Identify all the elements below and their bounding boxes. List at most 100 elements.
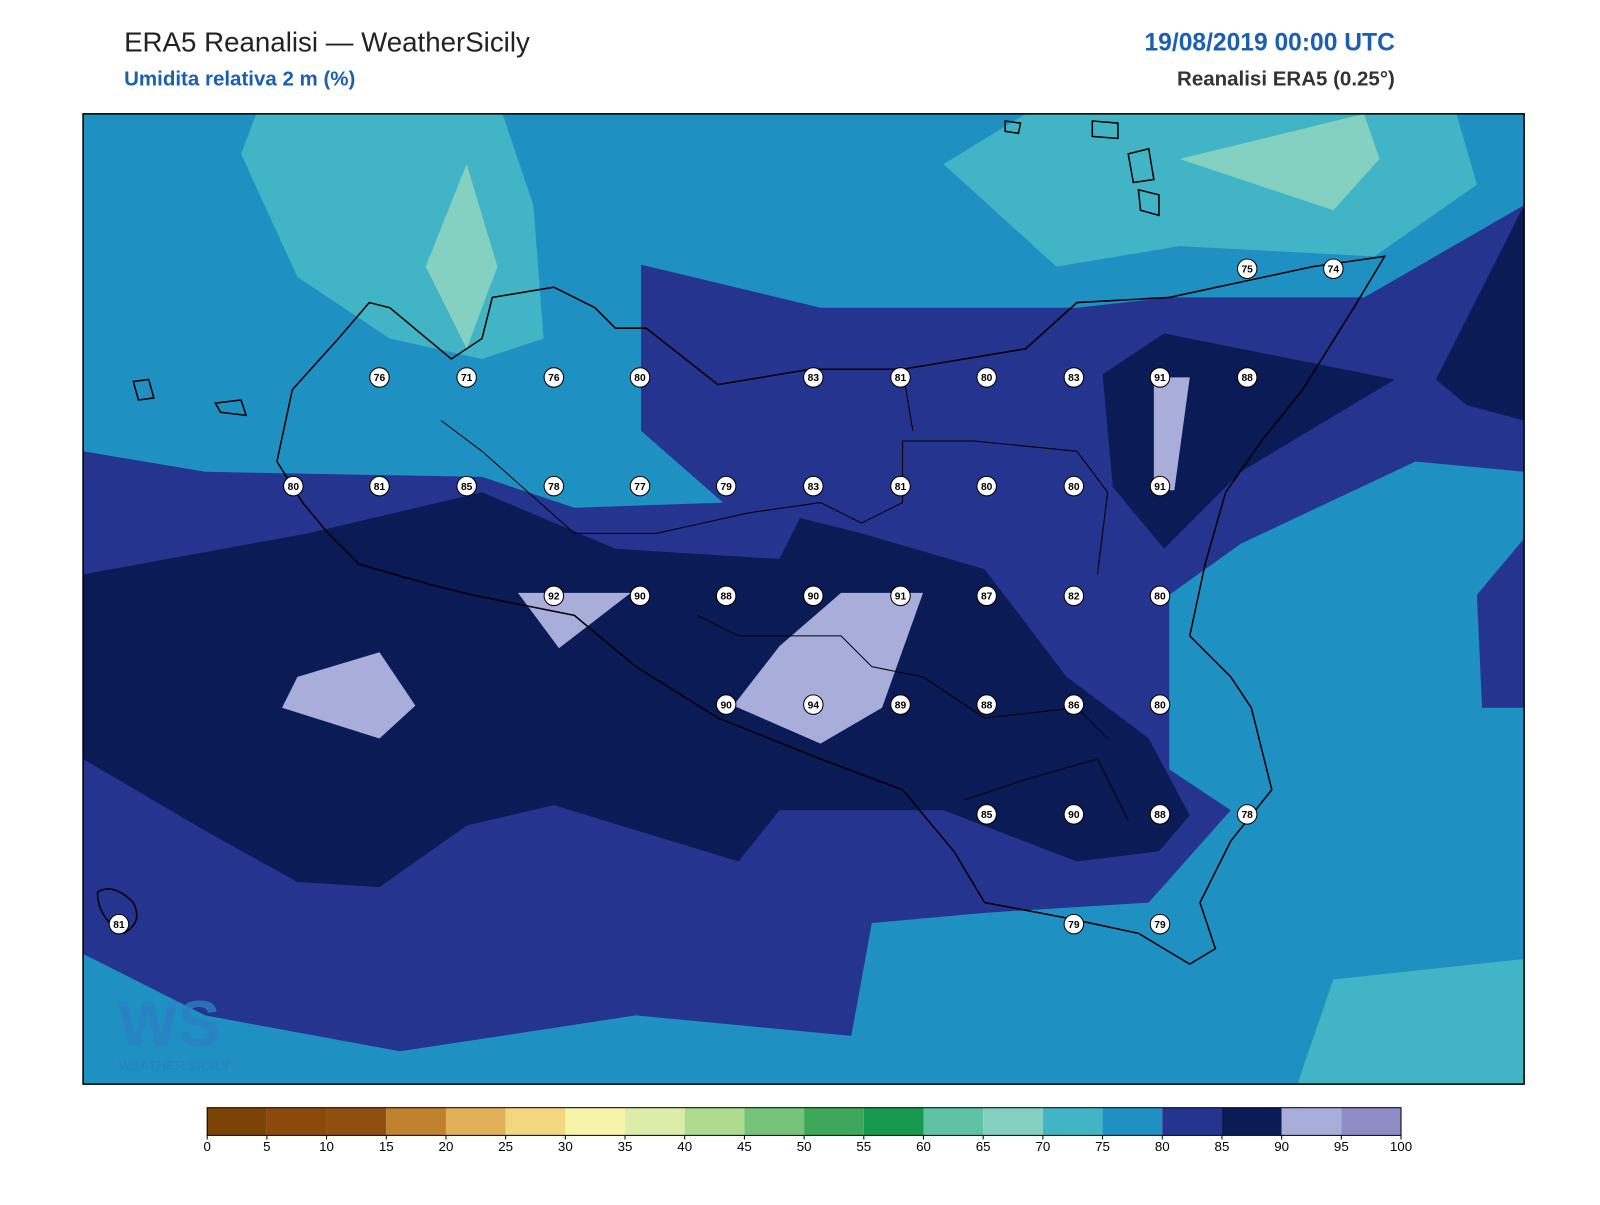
- station-value: 85: [981, 810, 993, 821]
- field-90-95: [733, 592, 924, 744]
- colorbar-tick-label: 95: [1334, 1139, 1349, 1154]
- station-marker: [543, 367, 565, 388]
- station-value: 92: [548, 592, 560, 603]
- station-value: 80: [1154, 592, 1166, 603]
- station-marker: [283, 475, 304, 497]
- station-marker: [108, 913, 130, 935]
- field-90-95: [282, 652, 416, 739]
- colorbar-segment: [1102, 1107, 1163, 1136]
- colorbar-segment: [386, 1107, 446, 1136]
- colorbar-tick-label: 30: [558, 1139, 573, 1154]
- station-value: 88: [720, 592, 732, 603]
- station-marker: [1149, 913, 1171, 935]
- field-90-95: [517, 592, 631, 649]
- station-value: 94: [808, 700, 820, 711]
- colorbar-segment: [1162, 1107, 1222, 1136]
- station-marker: [1149, 694, 1171, 715]
- province-borders: [440, 369, 1129, 821]
- station-value: 91: [1154, 373, 1166, 384]
- station-marker: [1063, 694, 1085, 715]
- station-marker: [890, 694, 911, 715]
- station-marker: [1149, 367, 1171, 388]
- station-marker: [1236, 258, 1258, 279]
- colorbar-tick-label: 5: [263, 1139, 270, 1154]
- datetime: 19/08/2019 00:00 UTC: [1144, 30, 1395, 57]
- colorbar-tick-label: 25: [498, 1139, 513, 1154]
- colorbar-segment: [266, 1107, 327, 1136]
- colorbar-tick-label: 70: [1035, 1139, 1050, 1154]
- station-marker: [803, 367, 824, 388]
- station-marker: [1149, 585, 1171, 607]
- station-marker: [1236, 367, 1258, 388]
- station-value: 90: [720, 700, 732, 711]
- colorbar-segment: [1341, 1107, 1402, 1136]
- station-value: 81: [374, 482, 386, 493]
- colorbar-segment: [505, 1107, 566, 1136]
- station-marker: [543, 475, 565, 497]
- colorbar-tick-label: 80: [1155, 1139, 1170, 1154]
- colorbar-tick-label: 65: [976, 1139, 991, 1154]
- station-value: 82: [1068, 592, 1080, 603]
- station-marker: [715, 585, 737, 607]
- station-marker: [1063, 804, 1085, 825]
- station-value: 88: [1154, 810, 1166, 821]
- colorbar-tick-label: 10: [319, 1139, 334, 1154]
- station-marker: [369, 367, 390, 388]
- station-value: 79: [1068, 920, 1080, 931]
- subtitle: Umidita relativa 2 m (%): [124, 67, 355, 90]
- station-marker: [803, 694, 824, 715]
- station-value: 88: [1241, 373, 1253, 384]
- station-value: 78: [1241, 810, 1253, 821]
- colorbar-tick-label: 90: [1274, 1139, 1289, 1154]
- station-marker: [890, 475, 911, 497]
- station-marker: [629, 475, 651, 497]
- station-value: 80: [288, 482, 300, 493]
- station-value: 76: [374, 373, 386, 384]
- station-marker: [890, 367, 911, 388]
- station-marker: [976, 585, 997, 607]
- station-value: 80: [981, 373, 993, 384]
- station-marker: [803, 585, 824, 607]
- field-85-90: [83, 492, 1190, 888]
- station-value: 80: [981, 482, 993, 493]
- station-value: 79: [1154, 920, 1166, 931]
- station-value: 85: [461, 482, 473, 493]
- contour-fields: [83, 113, 1525, 1085]
- station-value: 75: [1241, 264, 1253, 275]
- colorbar-segment: [625, 1107, 685, 1136]
- colorbar-segment: [923, 1107, 984, 1136]
- colorbar-segment: [1281, 1107, 1342, 1136]
- station-value: 83: [1068, 373, 1080, 384]
- station-marker: [629, 585, 651, 607]
- source: Reanalisi ERA5 (0.25°): [1177, 67, 1395, 90]
- field-90-95: [1153, 377, 1190, 491]
- colorbar-tick-label: 85: [1215, 1139, 1230, 1154]
- station-marker: [1323, 258, 1344, 279]
- station-marker: [715, 694, 737, 715]
- station-value: 91: [895, 592, 907, 603]
- colorbar-segment: [744, 1107, 805, 1136]
- station-value: 71: [461, 373, 473, 384]
- station-marker: [1149, 475, 1171, 497]
- colorbar-segment: [1042, 1107, 1103, 1136]
- station-value: 86: [1068, 700, 1080, 711]
- station-marker: [890, 585, 911, 607]
- map-frame: [82, 113, 1525, 1085]
- station-marker: [976, 475, 997, 497]
- station-value: 81: [895, 482, 907, 493]
- station-value: 79: [720, 482, 732, 493]
- colorbar-tick-label: 35: [618, 1139, 633, 1154]
- station-marker: [976, 804, 997, 825]
- station-marker: [715, 475, 737, 497]
- colorbar-tick-label: 50: [797, 1139, 812, 1154]
- field-70-75: [1297, 958, 1525, 1085]
- colorbar-tick-label: 100: [1390, 1139, 1412, 1154]
- colorbar-segment: [983, 1107, 1043, 1136]
- station-marker: [456, 367, 477, 388]
- colorbar-tick-label: 75: [1095, 1139, 1110, 1154]
- station-value: 87: [981, 592, 993, 603]
- station-marker: [1063, 585, 1085, 607]
- colorbar-segment: [804, 1107, 864, 1136]
- colorbar-tick-label: 45: [737, 1139, 752, 1154]
